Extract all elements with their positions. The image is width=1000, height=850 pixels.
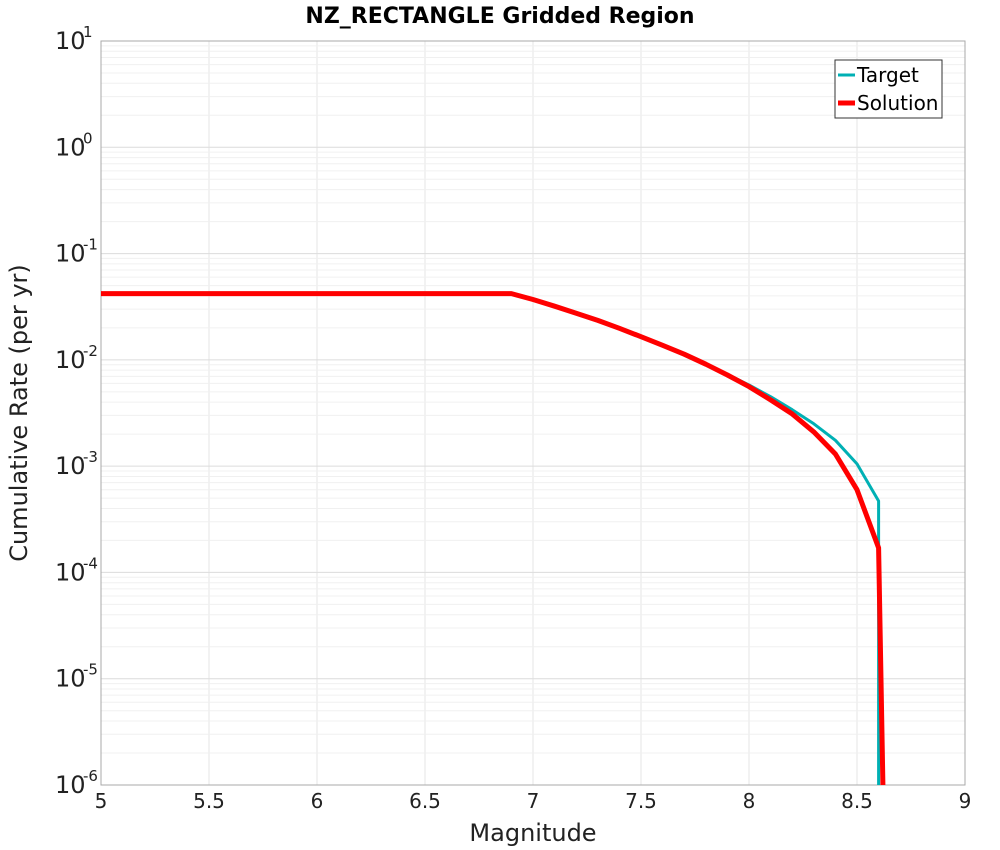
x-tick-label: 6.5 xyxy=(409,789,441,813)
x-tick-label: 9 xyxy=(959,789,972,813)
y-axis-label: Cumulative Rate (per yr) xyxy=(5,264,33,562)
y-tick-exponent: 1 xyxy=(83,23,93,41)
y-tick-label: 10 xyxy=(55,771,86,799)
y-tick-exponent: -3 xyxy=(83,448,98,466)
legend-label-target: Target xyxy=(856,63,919,87)
x-tick-labels: 5 5.5 6 6.5 7 7.5 8 8.5 9 xyxy=(95,789,972,813)
grid xyxy=(101,41,965,785)
y-tick-exponent: -4 xyxy=(83,554,98,572)
y-tick-label: 10 xyxy=(55,452,86,480)
y-tick-label: 10 xyxy=(55,240,86,268)
x-tick-label: 8.5 xyxy=(841,789,873,813)
y-tick-label: 10 xyxy=(55,558,86,586)
chart-title: NZ_RECTANGLE Gridded Region xyxy=(305,4,694,29)
x-tick-label: 5 xyxy=(95,789,108,813)
x-axis-label: Magnitude xyxy=(469,819,596,847)
x-tick-label: 5.5 xyxy=(193,789,225,813)
y-tick-label: 10 xyxy=(55,346,86,374)
x-tick-label: 7.5 xyxy=(625,789,657,813)
legend-box xyxy=(834,59,943,119)
series-lines xyxy=(101,291,886,786)
y-tick-exponent: -2 xyxy=(83,342,98,360)
y-tick-exponent: -6 xyxy=(83,767,98,785)
plot-frame xyxy=(100,40,966,786)
x-tick-label: 8 xyxy=(743,789,756,813)
y-tick-label: 10 xyxy=(55,665,86,693)
series-line-target xyxy=(101,292,881,785)
y-tick-exponent: -5 xyxy=(83,661,98,679)
y-tick-exponent: 0 xyxy=(83,129,93,147)
y-tick-label: 10 xyxy=(55,133,86,161)
y-tick-label: 10 xyxy=(55,27,86,55)
series-line-solution xyxy=(101,291,886,786)
y-tick-exponent: -1 xyxy=(83,236,98,254)
x-tick-label: 7 xyxy=(527,789,540,813)
x-tick-label: 6 xyxy=(311,789,324,813)
legend: Target Solution xyxy=(834,59,943,119)
legend-label-solution: Solution xyxy=(857,91,938,115)
